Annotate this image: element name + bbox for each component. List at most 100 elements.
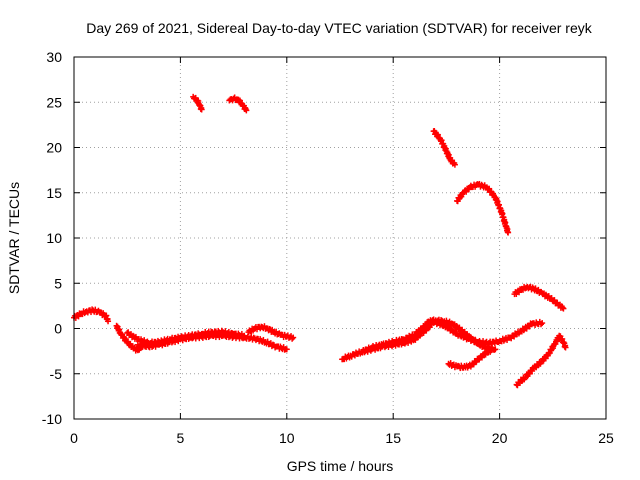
data-point xyxy=(260,336,267,343)
data-point xyxy=(192,94,199,101)
data-point xyxy=(430,316,437,323)
data-point xyxy=(393,336,400,343)
data-point xyxy=(72,314,79,321)
data-point xyxy=(480,342,487,349)
data-point xyxy=(164,340,171,347)
data-point xyxy=(529,367,536,374)
y-tick-label: 30 xyxy=(46,49,62,65)
data-point xyxy=(472,337,479,344)
data-point xyxy=(236,332,243,339)
data-point xyxy=(164,335,171,342)
data-point xyxy=(442,145,449,152)
data-point xyxy=(177,336,184,343)
data-point xyxy=(482,344,489,351)
data-point xyxy=(545,293,552,300)
data-point xyxy=(242,334,249,341)
data-point xyxy=(446,361,453,368)
data-point xyxy=(389,338,396,345)
data-point xyxy=(197,102,204,109)
data-point xyxy=(124,338,131,345)
data-point xyxy=(485,186,492,193)
data-point xyxy=(361,349,368,356)
data-point xyxy=(238,330,245,337)
data-point xyxy=(537,321,544,328)
data-point xyxy=(81,310,88,317)
data-point xyxy=(458,333,465,340)
data-point xyxy=(192,335,199,342)
data-point xyxy=(420,322,427,329)
series-arc-9 xyxy=(358,317,546,356)
data-point xyxy=(449,157,456,164)
data-point xyxy=(533,364,540,371)
data-point xyxy=(161,336,168,343)
data-point xyxy=(130,345,137,352)
data-point xyxy=(230,333,237,340)
data-point xyxy=(544,352,551,359)
data-point xyxy=(415,327,422,334)
data-point xyxy=(289,335,296,342)
data-point xyxy=(152,343,159,350)
data-point xyxy=(259,324,266,331)
data-point xyxy=(271,342,278,349)
data-point xyxy=(530,320,537,327)
y-tick-label: 10 xyxy=(46,230,62,246)
data-point xyxy=(486,185,493,192)
data-point xyxy=(472,183,479,190)
data-point xyxy=(456,330,463,337)
data-point xyxy=(525,285,532,292)
data-point xyxy=(478,354,485,361)
data-point xyxy=(521,283,528,290)
data-point xyxy=(465,332,472,339)
data-point xyxy=(486,346,493,353)
data-point xyxy=(541,290,548,297)
data-point xyxy=(526,369,533,376)
data-point xyxy=(465,186,472,193)
x-tick-label: 0 xyxy=(70,430,78,446)
data-point xyxy=(212,334,219,341)
data-point xyxy=(483,338,490,345)
chart-title: Day 269 of 2021, Sidereal Day-to-day VTE… xyxy=(86,20,592,36)
grid-lines xyxy=(74,57,606,419)
data-point xyxy=(453,322,460,329)
data-point xyxy=(448,320,455,327)
data-point xyxy=(367,345,374,352)
data-point xyxy=(500,337,507,344)
data-point xyxy=(272,344,279,351)
data-point xyxy=(75,313,82,320)
data-point xyxy=(346,354,353,361)
data-point xyxy=(180,334,187,341)
data-point xyxy=(365,344,372,351)
data-point xyxy=(117,329,124,336)
data-point xyxy=(491,346,498,353)
data-point xyxy=(473,358,480,365)
data-point xyxy=(537,360,544,367)
data-point xyxy=(259,338,266,345)
x-tick-label: 25 xyxy=(598,430,614,446)
data-point xyxy=(218,327,225,334)
data-point xyxy=(127,340,134,347)
data-point xyxy=(222,333,229,340)
data-point xyxy=(490,192,497,199)
data-point xyxy=(159,342,166,349)
data-point xyxy=(447,321,454,328)
data-point xyxy=(476,356,483,363)
data-point xyxy=(504,229,511,236)
data-point xyxy=(150,342,157,349)
data-point xyxy=(532,285,539,292)
data-point xyxy=(445,320,452,327)
data-point xyxy=(129,343,136,350)
data-point xyxy=(377,343,384,350)
data-point xyxy=(227,333,234,340)
data-point xyxy=(240,102,247,109)
data-point xyxy=(526,323,533,330)
data-point xyxy=(513,290,520,297)
data-point xyxy=(426,324,433,331)
data-point xyxy=(478,341,485,348)
data-point xyxy=(140,341,147,348)
data-point xyxy=(84,309,91,316)
data-point xyxy=(460,330,467,337)
data-point xyxy=(168,339,175,346)
data-point xyxy=(175,338,182,345)
data-point xyxy=(144,342,151,349)
